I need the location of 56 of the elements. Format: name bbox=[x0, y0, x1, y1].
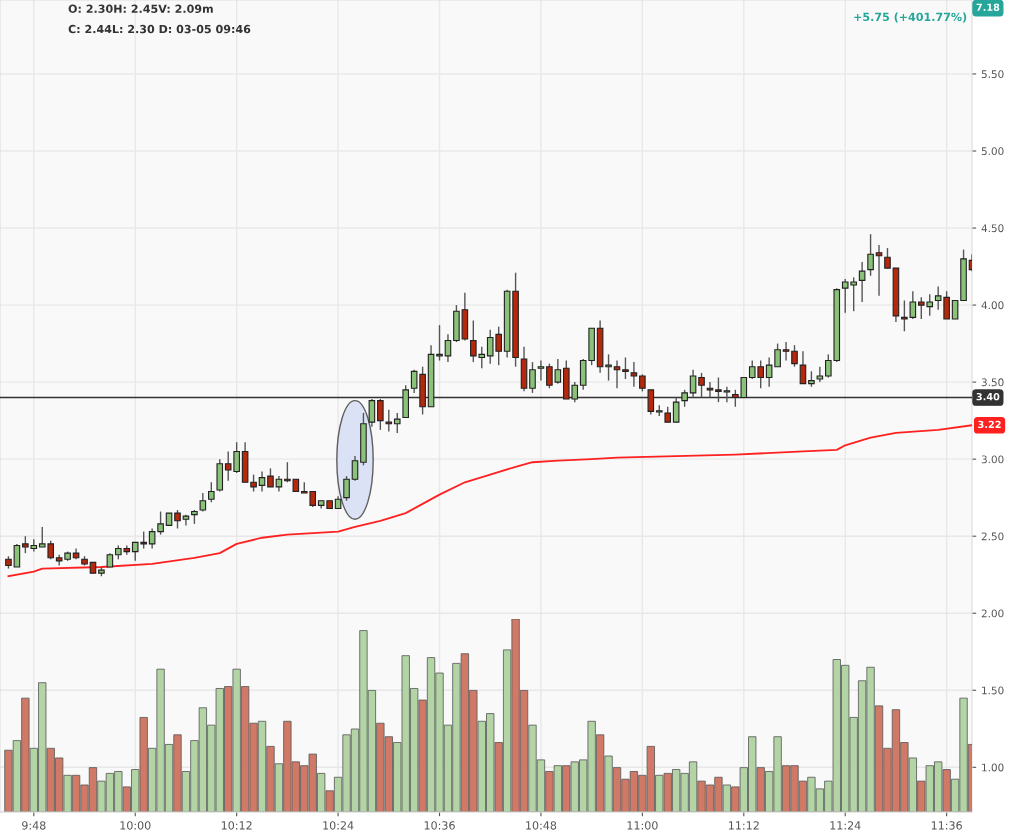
y-tick-label: 2.50 bbox=[981, 532, 1004, 541]
candlestick bbox=[368, 398, 376, 428]
y-tick-label: 2.00 bbox=[981, 609, 1004, 618]
x-tick-label: 10:12 bbox=[221, 821, 252, 830]
candlestick bbox=[884, 247, 891, 269]
annotation: 3.22 bbox=[978, 420, 1001, 429]
candlestick bbox=[867, 233, 874, 277]
candlestick bbox=[393, 412, 401, 434]
candlestick bbox=[782, 341, 790, 362]
x-tick-label: 10:36 bbox=[424, 821, 455, 830]
candlestick bbox=[444, 333, 452, 363]
x-tick-label: 11:12 bbox=[729, 821, 759, 830]
x-tick-label: 11:00 bbox=[627, 821, 658, 830]
y-tick-label: 4.50 bbox=[981, 224, 1004, 233]
text: 7.18 bbox=[976, 3, 1000, 11]
candlestick bbox=[174, 509, 181, 530]
candlestick bbox=[199, 492, 207, 513]
candlestick bbox=[613, 359, 621, 389]
y-tick-label: 1.50 bbox=[982, 686, 1004, 695]
annotation: O: 2.30H: 2.45V: 2.09m bbox=[68, 4, 213, 13]
candlestick bbox=[858, 261, 866, 303]
candlestick bbox=[630, 361, 638, 388]
candlestick bbox=[258, 470, 266, 493]
x-tick-label: 11:24 bbox=[830, 821, 861, 830]
candlestick bbox=[208, 481, 215, 503]
candlestick bbox=[816, 366, 824, 383]
candlestick bbox=[698, 372, 705, 399]
y-tick-label: 5.00 bbox=[981, 147, 1004, 156]
candlestick bbox=[689, 369, 697, 399]
x-tick-label: 10:24 bbox=[323, 821, 354, 830]
x-tick-label: 10:48 bbox=[526, 821, 557, 830]
candlestick bbox=[647, 389, 655, 416]
candlestick bbox=[343, 475, 350, 502]
y-tick-label: 1.00 bbox=[982, 763, 1004, 772]
y-tick-label: 3.50 bbox=[981, 378, 1004, 387]
candlestick bbox=[13, 543, 21, 568]
y-tick-label: 5.50 bbox=[981, 70, 1004, 79]
x-tick-label: 11:36 bbox=[931, 821, 962, 830]
y-tick-label: 3.00 bbox=[981, 455, 1004, 464]
candlestick bbox=[377, 398, 384, 431]
candlestick bbox=[351, 455, 359, 482]
candlestick bbox=[537, 359, 545, 382]
annotation: +5.75 (+401.77%) bbox=[854, 12, 967, 23]
candlestick bbox=[875, 244, 883, 297]
annotation: C: 2.44L: 2.30 D: 03-05 09:46 bbox=[68, 24, 251, 34]
x-tick-label: 9:48 bbox=[22, 821, 46, 830]
candlestick bbox=[672, 396, 680, 423]
candlestick bbox=[791, 344, 798, 368]
y-tick-label: 4.00 bbox=[981, 301, 1004, 310]
candlestick bbox=[267, 467, 274, 488]
candlestick bbox=[951, 299, 959, 320]
candlestick bbox=[622, 356, 629, 380]
x-tick-label: 10:00 bbox=[120, 821, 151, 830]
candlestick bbox=[529, 361, 536, 394]
candlestick bbox=[436, 324, 443, 362]
ref-line-label: 3.40 bbox=[976, 392, 1000, 401]
